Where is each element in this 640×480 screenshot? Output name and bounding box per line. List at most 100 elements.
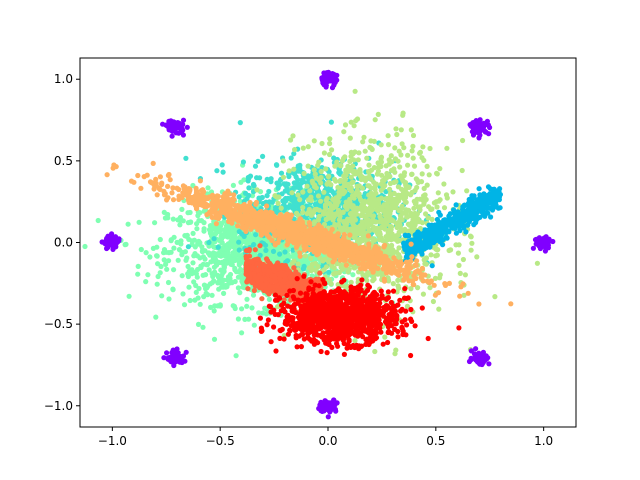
point [175,257,181,263]
point [405,221,411,227]
point [343,284,349,291]
point [404,247,410,253]
point [408,247,414,253]
point [237,198,243,204]
point [375,168,381,174]
point [168,249,174,255]
point [343,199,349,205]
point [322,256,328,263]
point [155,261,161,267]
point [292,253,298,260]
point [351,225,357,231]
point [361,201,367,207]
point [205,283,211,289]
point [402,232,409,239]
series-4 [104,160,514,307]
point [232,267,238,273]
point [352,88,358,94]
point [170,286,176,292]
point [205,250,212,256]
point [229,220,235,226]
point [201,220,207,226]
point [292,147,298,153]
point [313,175,320,181]
point [199,249,205,255]
point [383,234,389,240]
point [157,174,163,180]
point [378,142,384,148]
point [257,175,263,181]
point [400,177,406,184]
point [180,291,186,297]
point [321,150,327,156]
point [239,306,245,312]
point [389,231,395,237]
point [349,204,355,211]
point [186,236,192,242]
point [197,301,203,307]
point [421,257,427,263]
point [174,185,180,191]
point [230,182,236,188]
point [189,271,195,277]
point [337,163,343,169]
point [370,203,376,209]
point [218,236,224,242]
point [350,163,356,169]
point [436,306,442,312]
point [397,222,403,228]
point [214,168,220,174]
point [493,202,499,208]
point [208,229,214,235]
point [195,213,201,219]
point [373,248,379,255]
point [194,226,200,232]
point [143,250,149,256]
point [306,265,312,271]
point [274,255,280,261]
point [220,251,227,257]
point [342,188,348,195]
point [266,296,272,302]
point [311,167,317,173]
point [392,169,398,175]
point [403,259,410,265]
point [330,205,337,211]
point [496,188,502,194]
point [404,303,410,309]
point [362,207,368,213]
point [460,256,466,263]
point [291,199,297,205]
point [401,145,407,151]
point [385,204,391,210]
point [461,292,467,298]
point [469,240,475,246]
point [194,274,200,280]
point [356,261,362,267]
point [190,230,196,236]
point [427,236,433,242]
point [391,190,397,196]
point [456,222,462,228]
point [405,152,411,158]
point [181,302,188,308]
point [165,215,171,221]
point [283,183,289,189]
point [360,139,366,145]
points-layer [82,69,556,420]
point [246,185,252,191]
point [413,200,419,206]
point [249,193,256,199]
point [452,221,458,227]
point [159,293,165,299]
point [359,212,365,218]
point [312,184,318,190]
point [209,214,215,220]
point [235,316,241,322]
point [316,189,322,195]
point [470,204,476,210]
point [336,221,342,228]
point [481,191,487,197]
point [322,202,329,208]
point [200,324,206,330]
